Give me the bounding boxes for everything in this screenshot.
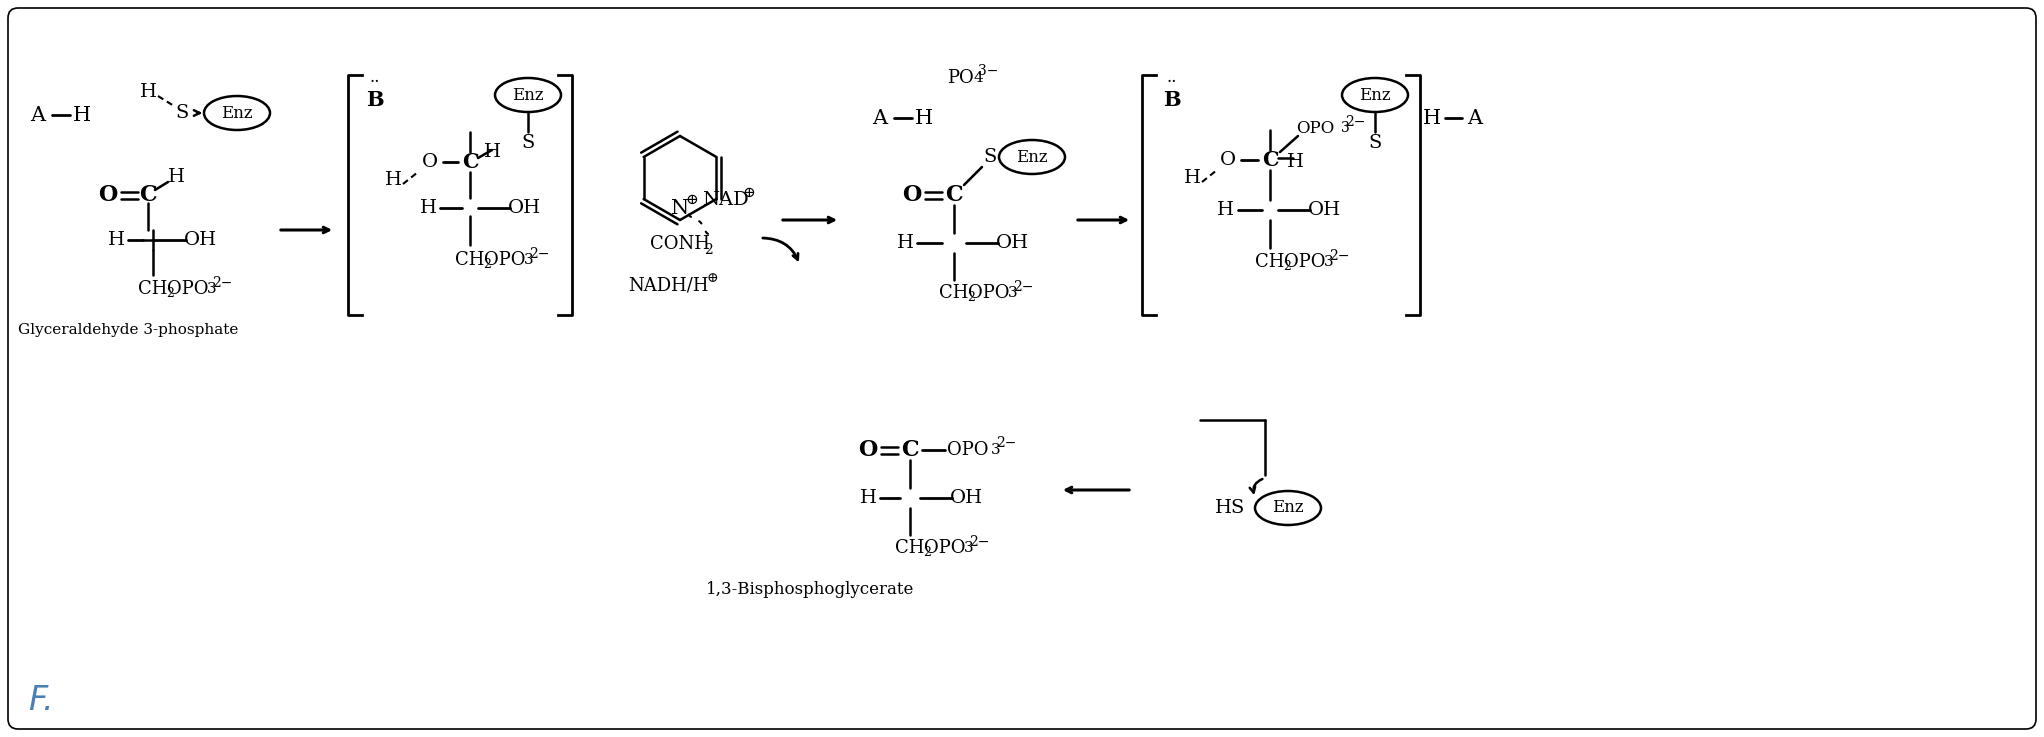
Text: OH: OH [507, 199, 540, 217]
Text: O: O [901, 184, 922, 206]
Text: CH: CH [456, 251, 484, 269]
Text: OPO: OPO [1296, 119, 1335, 136]
Text: ⊕: ⊕ [685, 193, 699, 207]
Text: A: A [1468, 108, 1482, 128]
Text: OPO: OPO [168, 280, 208, 298]
Text: CONH: CONH [650, 235, 709, 253]
Text: ⊕: ⊕ [742, 186, 756, 200]
Text: OH: OH [948, 489, 983, 507]
Text: H: H [1216, 201, 1233, 219]
Text: 3: 3 [206, 282, 217, 296]
Text: H: H [1423, 108, 1441, 128]
Text: CH: CH [1255, 253, 1286, 271]
Text: NADH/H: NADH/H [628, 276, 709, 294]
Text: 2−: 2− [995, 436, 1016, 450]
Text: 2: 2 [482, 257, 491, 270]
Text: OPO: OPO [484, 251, 525, 269]
Text: A: A [873, 108, 887, 128]
Text: CH: CH [940, 284, 969, 302]
Text: O: O [858, 439, 877, 461]
Text: 1,3-Bisphosphoglycerate: 1,3-Bisphosphoglycerate [705, 581, 914, 598]
Text: OH: OH [1308, 201, 1341, 219]
Text: 2−: 2− [213, 276, 233, 290]
Text: C: C [1261, 150, 1278, 170]
Text: H: H [108, 231, 125, 249]
Text: 2−: 2− [1345, 115, 1365, 129]
Text: S: S [176, 104, 188, 122]
Text: NAD: NAD [701, 191, 748, 209]
Text: O: O [421, 153, 437, 171]
Text: 2: 2 [924, 545, 930, 559]
Text: H: H [858, 489, 877, 507]
Text: Enz: Enz [1016, 148, 1049, 166]
Text: O: O [1220, 151, 1237, 169]
Text: S: S [1367, 134, 1382, 152]
Text: Enz: Enz [1271, 500, 1304, 517]
Text: 2: 2 [1284, 259, 1292, 273]
Text: H: H [419, 199, 437, 217]
Text: OH: OH [184, 231, 217, 249]
Text: CH: CH [895, 539, 924, 557]
Text: 3: 3 [1325, 255, 1335, 269]
Text: HS: HS [1214, 499, 1245, 517]
Text: 3−: 3− [977, 64, 997, 78]
Text: 2−: 2− [969, 535, 989, 549]
Text: OPO: OPO [924, 539, 965, 557]
Text: A: A [31, 105, 45, 125]
Text: H: H [168, 168, 184, 186]
Text: ⊕: ⊕ [705, 271, 717, 285]
Text: 3: 3 [1008, 286, 1018, 300]
Text: C: C [944, 184, 963, 206]
Text: 2−: 2− [529, 247, 550, 261]
Text: 2: 2 [967, 290, 975, 304]
Text: 2: 2 [703, 243, 713, 257]
Text: OH: OH [995, 234, 1028, 252]
Text: H: H [384, 171, 401, 189]
Text: O: O [98, 184, 119, 206]
Text: Enz: Enz [513, 86, 544, 103]
Text: 4: 4 [973, 71, 983, 85]
Text: 3: 3 [965, 541, 973, 555]
Text: 2−: 2− [1014, 280, 1032, 294]
Text: 3: 3 [1341, 121, 1349, 135]
Text: ··: ·· [370, 74, 380, 91]
Text: Glyceraldehyde 3-phosphate: Glyceraldehyde 3-phosphate [18, 323, 239, 337]
Text: ··: ·· [1167, 74, 1177, 91]
Text: B: B [1163, 90, 1181, 110]
Text: 3: 3 [523, 253, 533, 267]
Text: H: H [484, 143, 501, 161]
Text: H: H [916, 108, 932, 128]
Text: 3: 3 [991, 443, 1002, 457]
Text: C: C [901, 439, 920, 461]
Text: CH: CH [139, 280, 168, 298]
Text: OPO: OPO [946, 441, 989, 459]
Text: C: C [139, 184, 157, 206]
Text: H: H [139, 83, 157, 101]
Text: 2−: 2− [1329, 249, 1349, 263]
Text: H: H [897, 234, 914, 252]
Text: Enz: Enz [221, 105, 253, 122]
Text: H: H [1286, 153, 1304, 171]
Text: F.: F. [29, 683, 53, 716]
Text: 2: 2 [166, 287, 174, 299]
Text: OPO: OPO [969, 284, 1010, 302]
Text: H: H [1183, 169, 1200, 187]
Text: OPO: OPO [1284, 253, 1327, 271]
Text: N: N [670, 198, 689, 217]
Text: PO: PO [946, 69, 973, 87]
Text: C: C [462, 152, 478, 172]
Text: H: H [74, 105, 92, 125]
Text: B: B [366, 90, 384, 110]
Text: S: S [521, 134, 536, 152]
Text: Enz: Enz [1359, 86, 1390, 103]
Text: S: S [983, 148, 997, 166]
